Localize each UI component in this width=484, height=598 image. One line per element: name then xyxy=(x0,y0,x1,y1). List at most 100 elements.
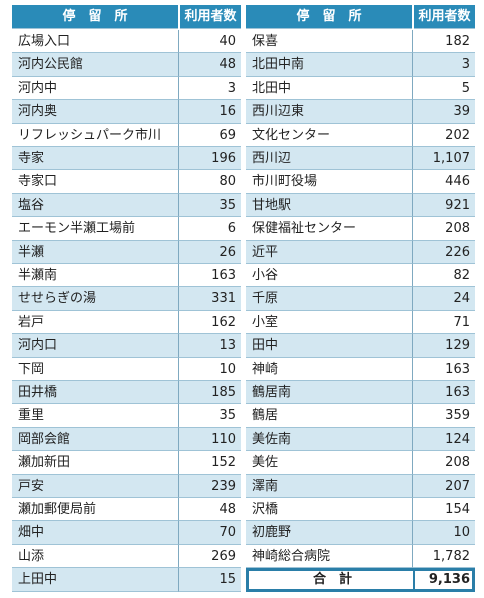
ridership: 6 xyxy=(179,217,241,241)
ridership: 70 xyxy=(179,521,241,545)
stop-name: 上田中 xyxy=(12,568,179,592)
ridership: 162 xyxy=(179,311,241,335)
ridership: 1,782 xyxy=(413,545,475,569)
stop-name: 寺家 xyxy=(12,147,179,171)
stop-name: 河内公民館 xyxy=(12,53,179,77)
ridership: 269 xyxy=(179,545,241,569)
ridership: 331 xyxy=(179,287,241,311)
ridership: 3 xyxy=(413,53,475,77)
stop-name: 重里 xyxy=(12,404,179,428)
stop-name: リフレッシュパーク市川 xyxy=(12,123,179,147)
stop-name: 半瀬南 xyxy=(12,264,179,288)
stop-name: 岡部会館 xyxy=(12,427,179,452)
stop-name: 沢橋 xyxy=(246,498,413,522)
header-cell: 停 留 所 xyxy=(12,5,178,29)
ridership: 1,107 xyxy=(413,147,475,171)
ridership: 239 xyxy=(179,474,241,498)
ridership: 48 xyxy=(179,53,241,77)
ridership: 182 xyxy=(413,30,475,54)
ridership: 26 xyxy=(179,240,241,264)
stop-name: 神崎総合病院 xyxy=(246,544,413,569)
ridership: 196 xyxy=(179,147,241,171)
ridership: 202 xyxy=(413,124,475,147)
stop-name: 下岡 xyxy=(12,357,179,381)
ridership: 359 xyxy=(413,404,475,428)
stop-name: 保健福祉センター xyxy=(246,217,413,241)
ridership: 446 xyxy=(413,170,475,194)
stop-name: 美佐南 xyxy=(246,427,413,452)
stop-name: 田井橋 xyxy=(12,381,179,405)
stop-name: 河内中 xyxy=(12,76,179,101)
ridership: 163 xyxy=(179,264,241,288)
ridership: 152 xyxy=(179,451,241,475)
ridership: 124 xyxy=(413,427,475,452)
total-value: 9,136 xyxy=(413,568,475,592)
ridership: 208 xyxy=(413,217,475,241)
ridership: 110 xyxy=(179,427,241,452)
stop-name: 西川辺東 xyxy=(246,100,413,124)
ridership: 24 xyxy=(413,287,475,311)
stop-name: 保喜 xyxy=(246,30,413,54)
stop-name: 戸安 xyxy=(12,474,179,498)
stop-name: 近平 xyxy=(246,240,413,264)
ridership: 13 xyxy=(179,334,241,358)
stop-name: 北田中 xyxy=(246,76,413,101)
ridership: 154 xyxy=(413,498,475,522)
ridership: 185 xyxy=(179,381,241,405)
header-cell: 利用者数 xyxy=(180,5,241,29)
stop-name: 文化センター xyxy=(246,123,413,147)
stop-name: 岩戸 xyxy=(12,310,179,335)
ridership: 129 xyxy=(413,334,475,358)
ridership: 16 xyxy=(179,100,241,124)
stop-name: 市川町役場 xyxy=(246,170,413,194)
stop-name: エーモン半瀬工場前 xyxy=(12,217,179,241)
ridership: 5 xyxy=(413,77,475,101)
ridership: 10 xyxy=(179,358,241,381)
stop-name: せせらぎの湯 xyxy=(12,287,179,311)
stop-name: 田中 xyxy=(246,334,413,358)
stop-name: 小谷 xyxy=(246,264,413,288)
ridership: 3 xyxy=(179,77,241,101)
stop-name: 神崎 xyxy=(246,357,413,381)
ridership: 921 xyxy=(413,193,475,218)
stop-name: 広場入口 xyxy=(12,30,179,54)
stop-name: 初鹿野 xyxy=(246,521,413,545)
ridership: 82 xyxy=(413,264,475,288)
stop-name: 鶴居南 xyxy=(246,381,413,405)
ridership: 69 xyxy=(179,124,241,147)
ridership: 226 xyxy=(413,240,475,264)
ridership: 208 xyxy=(413,451,475,475)
stop-name: 山添 xyxy=(12,544,179,569)
ridership: 48 xyxy=(179,498,241,522)
stop-name: 河内口 xyxy=(12,334,179,358)
total-frame xyxy=(246,568,475,592)
stop-name: 半瀬 xyxy=(12,240,179,264)
ridership: 15 xyxy=(179,568,241,592)
stop-name: 瀬加郵便局前 xyxy=(12,498,179,522)
ridership: 71 xyxy=(413,311,475,335)
ridership: 10 xyxy=(413,521,475,545)
stop-name: 美佐 xyxy=(246,451,413,475)
stop-name: 千原 xyxy=(246,287,413,311)
ridership: 207 xyxy=(413,474,475,498)
stop-name: 澤南 xyxy=(246,474,413,498)
stop-name: 小室 xyxy=(246,310,413,335)
header-cell: 利用者数 xyxy=(414,5,475,29)
ridership: 40 xyxy=(179,30,241,54)
ridership: 35 xyxy=(179,404,241,428)
stop-name: 北田中南 xyxy=(246,53,413,77)
stop-name: 西川辺 xyxy=(246,147,413,171)
header-cell: 停 留 所 xyxy=(246,5,412,29)
ridership: 35 xyxy=(179,193,241,218)
stop-name: 寺家口 xyxy=(12,170,179,194)
ridership: 163 xyxy=(413,358,475,381)
stop-name: 瀬加新田 xyxy=(12,451,179,475)
stop-name: 畑中 xyxy=(12,521,179,545)
ridership: 39 xyxy=(413,100,475,124)
ridership: 80 xyxy=(179,170,241,194)
stop-name: 鶴居 xyxy=(246,404,413,428)
stop-name: 甘地駅 xyxy=(246,193,413,218)
total-label: 合 計 xyxy=(312,572,352,588)
ridership: 163 xyxy=(413,381,475,405)
